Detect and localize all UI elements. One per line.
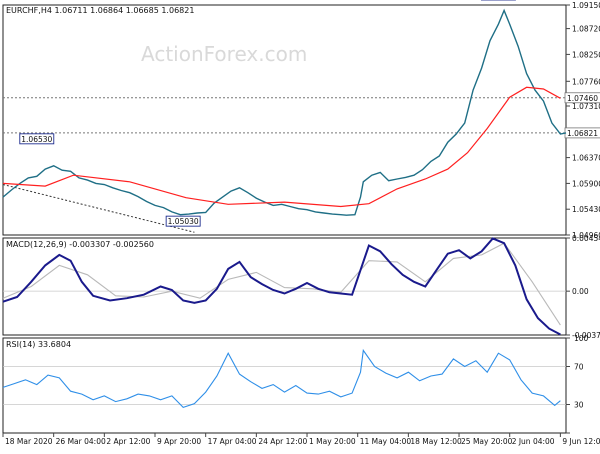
x-tick-label-10: 2 Jun 04:00 — [512, 437, 555, 446]
price-y-label-4: 1.07310 — [572, 102, 600, 111]
rsi-panel-frame — [2, 337, 567, 434]
x-tick-label-5: 24 Apr 12:00 — [258, 437, 307, 446]
x-tick-label-2: 2 Apr 12:00 — [106, 437, 150, 446]
x-tick-label-6: 1 May 20:00 — [309, 437, 356, 446]
x-tick-label-4: 17 Apr 04:00 — [208, 437, 257, 446]
macd-panel-frame — [2, 237, 567, 336]
x-tick-label-11: 9 Jun 12:00 — [562, 437, 600, 446]
rsi-line — [2, 348, 561, 409]
price-y-label-7: 1.05900 — [572, 179, 600, 188]
x-tick-label-3: 9 Apr 20:00 — [157, 437, 201, 446]
price-level-label-1: 1.06821 — [567, 129, 598, 138]
x-tick-label-1: 26 Mar 04:00 — [56, 437, 106, 446]
price-level-box-0 — [564, 92, 600, 104]
macd-y-label-2: -0.003745 — [572, 331, 600, 340]
price-y-label-3: 1.07760 — [572, 77, 600, 86]
price-y-label-9: 1.04960 — [572, 231, 600, 240]
price-label-box-0 — [19, 133, 55, 145]
support-trendline — [2, 184, 195, 233]
moving-average-line — [2, 86, 561, 208]
price-label-0: 1.06530 — [21, 135, 52, 144]
rsi-y-label-1: 70 — [574, 363, 584, 372]
rsi-y-label-2: 30 — [574, 401, 584, 410]
macd-line — [2, 237, 561, 336]
x-tick-label-7: 11 May 04:00 — [360, 437, 412, 446]
price-y-label-0: 1.09150 — [572, 1, 600, 10]
price-level-label-0: 1.07460 — [567, 94, 598, 103]
price-label-box-1 — [165, 215, 201, 227]
price-y-label-2: 1.08250 — [572, 50, 600, 59]
rsi-y-label-0: 100 — [574, 334, 589, 343]
price-label-1: 1.05030 — [168, 217, 199, 226]
rsi-title: RSI(14) 33.6804 — [6, 340, 71, 349]
x-tick-label-0: 18 Mar 2020 — [5, 437, 53, 446]
macd-y-label-0: 0.00454 — [572, 234, 600, 243]
price-panel-frame — [2, 4, 567, 236]
x-tick-label-9: 25 May 20:00 — [461, 437, 513, 446]
price-line — [2, 8, 567, 216]
macd-title: MACD(12,26,9) -0.003307 -0.002560 — [6, 240, 154, 249]
x-tick-label-8: 18 May 12:00 — [410, 437, 462, 446]
price-y-label-8: 1.05430 — [572, 205, 600, 214]
price-y-label-6: 1.06370 — [572, 154, 600, 163]
price-y-label-1: 1.08720 — [572, 25, 600, 34]
macd-y-label-1: 0.00 — [572, 287, 589, 296]
chart-title: EURCHF,H4 1.06711 1.06864 1.06685 1.0682… — [6, 6, 194, 15]
watermark: ActionForex.com — [141, 42, 307, 66]
